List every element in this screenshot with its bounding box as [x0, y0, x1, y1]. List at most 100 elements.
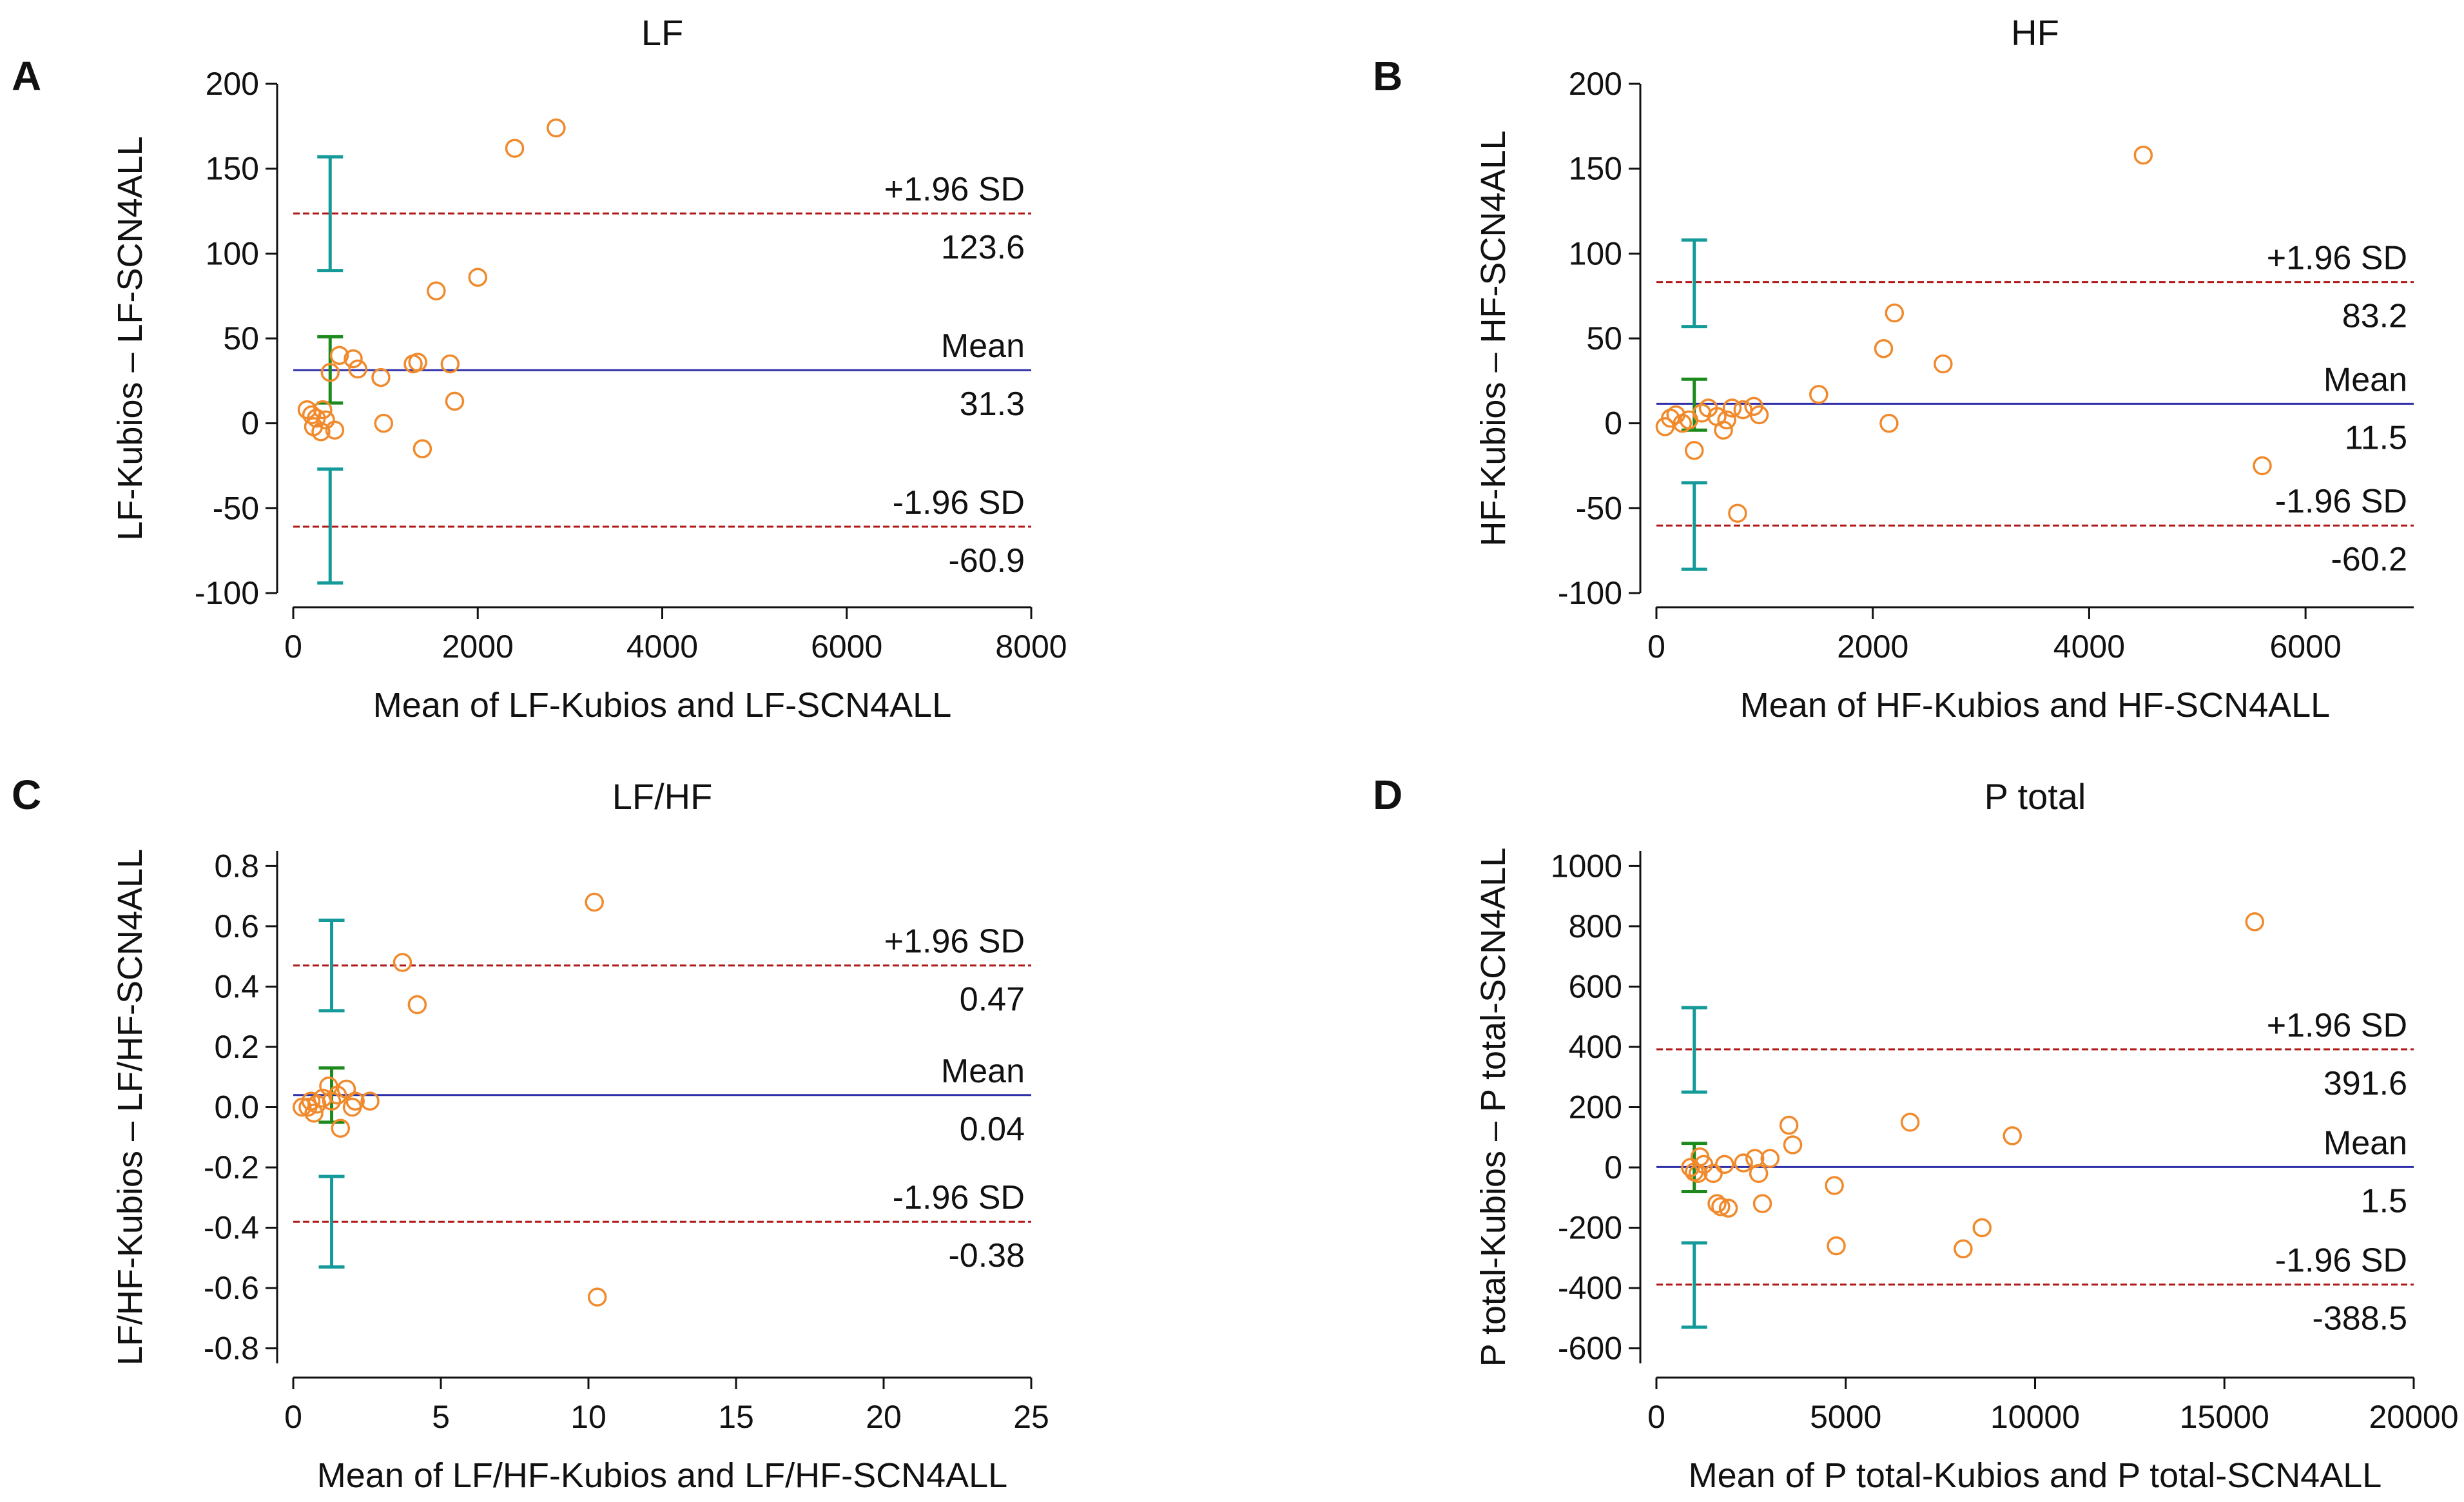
- data-point: [331, 1118, 351, 1138]
- x-tick-label: 0: [1647, 1399, 1665, 1435]
- y-tick-label: 0: [1604, 405, 1622, 442]
- data-point: [325, 420, 345, 440]
- lower-limit-value: -0.38: [948, 1237, 1025, 1274]
- data-point: [336, 1079, 356, 1099]
- panel-letter: A: [12, 53, 41, 99]
- chart-panel-c: C LF/HF -0.8 -0.6 -0.4 -0.2 0.0 0.2 0.4 0.6 0.8 0 5 1…: [12, 772, 1049, 1495]
- mean-label: Mean: [2323, 361, 2407, 398]
- y-tick-label: 100: [1569, 235, 1622, 271]
- chart-title: HF: [2011, 12, 2059, 53]
- data-point: [408, 353, 427, 372]
- mean-label: Mean: [941, 327, 1025, 365]
- panel-letter: D: [1373, 772, 1402, 818]
- y-tick-label: 0.2: [214, 1029, 259, 1065]
- mean-value: 31.3: [960, 385, 1025, 423]
- x-tick-label: 10: [570, 1399, 606, 1435]
- chart-title: P total: [1984, 776, 2086, 817]
- x-axis-label: Mean of HF-Kubios and HF-SCN4ALL: [1740, 686, 2330, 725]
- data-point: [585, 892, 604, 912]
- x-tick-label: 0: [284, 629, 302, 665]
- data-point: [344, 349, 363, 369]
- data-point: [329, 346, 349, 366]
- x-axis-label: Mean of LF-Kubios and LF-SCN4ALL: [373, 686, 951, 725]
- data-point: [427, 281, 446, 301]
- data-point: [1685, 441, 1704, 460]
- y-tick-label: 150: [1569, 151, 1622, 187]
- data-point: [1874, 339, 1894, 358]
- y-tick-label: 150: [206, 151, 259, 187]
- data-point: [1703, 1164, 1723, 1184]
- data-point: [1734, 1153, 1753, 1173]
- data-point: [1760, 1149, 1780, 1168]
- data-point: [313, 400, 333, 420]
- data-point: [2245, 912, 2264, 931]
- data-point: [1717, 410, 1736, 430]
- ci-mean: [317, 335, 344, 405]
- data-point: [1749, 405, 1769, 425]
- data-point: [1954, 1239, 1973, 1259]
- y-axis-label: P total-Kubios – P total-SCN4ALL: [1474, 848, 1513, 1367]
- data-point: [1934, 354, 1953, 374]
- x-tick-label: 0: [1647, 629, 1665, 665]
- data-point: [1728, 503, 1747, 523]
- x-tick-label: 6000: [811, 629, 882, 665]
- data-point: [320, 362, 340, 382]
- upper-limit-value: 391.6: [2323, 1065, 2407, 1102]
- data-point: [1715, 1155, 1734, 1175]
- data-point: [360, 1091, 380, 1111]
- data-point: [587, 1287, 607, 1307]
- y-tick-label: -0.6: [204, 1270, 259, 1306]
- y-tick-label: 0.8: [214, 848, 259, 884]
- x-tick-label: 4000: [2053, 629, 2125, 665]
- data-point: [1749, 1164, 1769, 1184]
- data-point: [1809, 385, 1829, 404]
- upper-limit-label: +1.96 SD: [2267, 1007, 2407, 1044]
- ci-upper-limit: [1681, 1006, 1707, 1094]
- data-point: [1714, 420, 1733, 440]
- chart-title: LF/HF: [612, 776, 713, 817]
- x-tick-label: 15: [718, 1399, 754, 1435]
- y-axis-label: LF/HF-Kubios – LF/HF-SCN4ALL: [111, 849, 150, 1365]
- y-tick-label: -100: [1558, 575, 1622, 611]
- y-tick-label: 0.6: [214, 908, 259, 944]
- lower-limit-label: -1.96 SD: [893, 484, 1025, 522]
- data-point: [412, 439, 432, 458]
- data-point: [1972, 1218, 1992, 1238]
- chart-title: LF: [641, 12, 683, 53]
- y-tick-label: 0.0: [214, 1089, 259, 1126]
- data-point: [322, 1091, 342, 1111]
- lower-limit-label: -1.96 SD: [2275, 1242, 2407, 1280]
- upper-limit-label: +1.96 SD: [2267, 240, 2407, 277]
- y-tick-label: 800: [1569, 908, 1622, 944]
- y-tick-label: -0.8: [204, 1331, 259, 1367]
- lower-limit-value: -60.9: [948, 542, 1025, 580]
- y-tick-label: -50: [213, 490, 259, 526]
- x-axis-label: Mean of P total-Kubios and P total-SCN4A…: [1689, 1456, 2382, 1495]
- data-point: [1879, 413, 1899, 433]
- data-point: [468, 268, 487, 287]
- ci-lower-limit: [318, 1175, 345, 1269]
- ci-lower-limit: [317, 467, 344, 585]
- data-point: [1885, 303, 1905, 323]
- y-tick-label: 0: [241, 405, 259, 442]
- data-point: [371, 367, 391, 387]
- y-tick-label: 600: [1569, 968, 1622, 1004]
- lower-limit-label: -1.96 SD: [2275, 483, 2407, 520]
- x-tick-label: 0: [284, 1399, 302, 1435]
- ci-lower-limit: [1681, 1241, 1707, 1329]
- data-point: [1783, 1135, 1803, 1155]
- y-tick-label: 200: [1569, 66, 1622, 102]
- y-axis-label: LF-Kubios – LF-SCN4ALL: [111, 136, 150, 540]
- y-tick-label: -200: [1558, 1210, 1622, 1246]
- data-point: [1711, 1197, 1731, 1216]
- y-tick-label: -400: [1558, 1270, 1622, 1306]
- y-tick-label: 400: [1569, 1029, 1622, 1065]
- x-tick-label: 8000: [995, 629, 1067, 665]
- upper-limit-label: +1.96 SD: [884, 923, 1025, 961]
- data-point: [1825, 1176, 1844, 1195]
- mean-label: Mean: [2323, 1124, 2407, 1162]
- mean-value: 0.04: [960, 1111, 1025, 1148]
- upper-limit-value: 0.47: [960, 981, 1025, 1019]
